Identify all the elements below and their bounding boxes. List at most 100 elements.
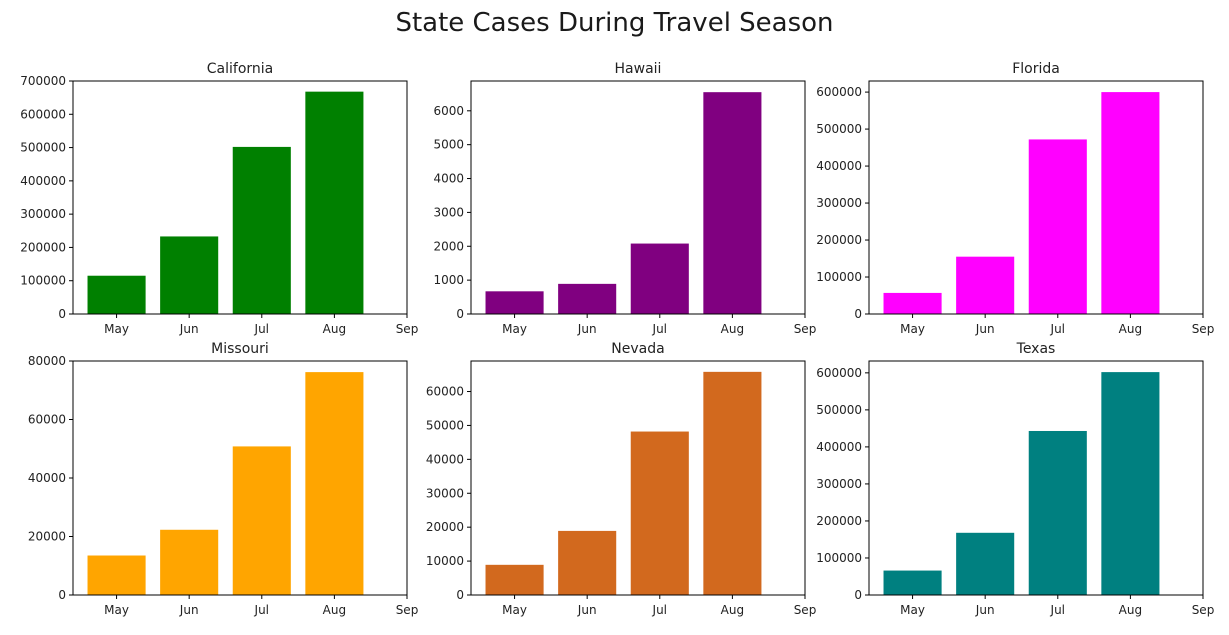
y-tick-label: 5000 [433, 138, 464, 152]
x-tick-label: Jul [1050, 603, 1065, 617]
x-tick-label: Jul [652, 603, 667, 617]
y-tick-label: 0 [854, 307, 862, 321]
y-tick-label: 300000 [816, 477, 862, 491]
y-tick-label: 600000 [20, 107, 66, 121]
x-tick-label: Aug [323, 322, 346, 336]
x-tick-label: Sep [794, 322, 817, 336]
bar-jun [160, 529, 219, 595]
y-tick-label: 400000 [816, 159, 862, 173]
y-tick-label: 0 [58, 307, 66, 321]
x-tick-label: Aug [1119, 322, 1142, 336]
y-tick-label: 60000 [426, 385, 464, 399]
y-tick-label: 1000 [433, 273, 464, 287]
y-tick-label: 600000 [816, 366, 862, 380]
y-tick-label: 20000 [28, 530, 66, 544]
y-tick-label: 80000 [28, 354, 66, 368]
y-tick-label: 6000 [433, 104, 464, 118]
bar-jul [232, 146, 291, 314]
y-tick-label: 4000 [433, 172, 464, 186]
subplot-california: California May Jun Jul Aug Sep 0 100000 200000 30… [20, 61, 418, 336]
x-tick-label: May [502, 322, 527, 336]
x-tick-label: Jul [652, 322, 667, 336]
x-tick-label: Jul [1050, 322, 1065, 336]
bar-may [883, 292, 942, 314]
x-tick-label: May [502, 603, 527, 617]
x-tick-label: Aug [1119, 603, 1142, 617]
bar-jun [160, 236, 219, 314]
y-tick-label: 300000 [20, 207, 66, 221]
x-tick-label: Jun [577, 322, 597, 336]
subplot-title: Texas [1016, 341, 1056, 357]
y-tick-label: 30000 [426, 486, 464, 500]
x-tick-label: May [900, 603, 925, 617]
bar-aug [1101, 372, 1160, 595]
bar-jul [630, 431, 689, 595]
y-tick-label: 0 [456, 588, 464, 602]
subplot-texas: Texas May Jun Jul Aug Sep 0 100000 200000 300000 4… [816, 341, 1214, 617]
y-tick-label: 500000 [816, 403, 862, 417]
bar-aug [703, 92, 762, 314]
y-tick-label: 400000 [20, 174, 66, 188]
x-tick-label: Aug [721, 603, 744, 617]
y-tick-label: 100000 [20, 274, 66, 288]
bar-jun [558, 283, 617, 314]
y-tick-label: 10000 [426, 554, 464, 568]
bar-jul [1028, 430, 1087, 595]
y-tick-label: 60000 [28, 413, 66, 427]
y-tick-label: 100000 [816, 270, 862, 284]
x-tick-label: Jun [975, 603, 995, 617]
bar-jul [232, 446, 291, 595]
y-tick-label: 700000 [20, 74, 66, 88]
x-tick-label: Jun [975, 322, 995, 336]
x-tick-label: Jun [577, 603, 597, 617]
bar-may [485, 564, 544, 595]
y-tick-label: 40000 [426, 452, 464, 466]
x-tick-label: Sep [396, 322, 419, 336]
subplot-hawaii: Hawaii May Jun Jul Aug Sep 0 1000 2000 3000 4000 50… [433, 61, 816, 336]
axes-frame [868, 360, 1204, 596]
y-tick-label: 0 [854, 588, 862, 602]
y-tick-label: 500000 [816, 122, 862, 136]
bar-aug [305, 372, 364, 595]
axes-frame [470, 80, 806, 315]
bar-aug [703, 371, 762, 595]
subplot-title: Hawaii [615, 61, 662, 77]
bar-may [87, 555, 146, 595]
y-tick-label: 0 [58, 588, 66, 602]
subplot-title: Missouri [211, 341, 269, 357]
figure-title: State Cases During Travel Season [395, 8, 834, 38]
y-tick-label: 0 [456, 307, 464, 321]
bar-may [87, 275, 146, 314]
x-tick-label: Jun [179, 322, 199, 336]
subplot-title: Florida [1012, 61, 1060, 77]
bar-jun [956, 256, 1015, 314]
axes-frame [72, 80, 408, 315]
y-tick-label: 200000 [816, 233, 862, 247]
y-tick-label: 200000 [20, 240, 66, 254]
x-tick-label: Sep [396, 603, 419, 617]
y-tick-label: 200000 [816, 514, 862, 528]
bar-jun [558, 530, 617, 595]
y-tick-label: 2000 [433, 239, 464, 253]
y-tick-label: 50000 [426, 418, 464, 432]
x-tick-label: Sep [794, 603, 817, 617]
x-tick-label: Aug [721, 322, 744, 336]
bar-aug [1101, 92, 1160, 314]
y-tick-label: 40000 [28, 471, 66, 485]
x-tick-label: Sep [1192, 603, 1215, 617]
x-tick-label: Jul [254, 322, 269, 336]
axes-frame [868, 80, 1204, 315]
subplot-title: Nevada [611, 341, 664, 357]
y-tick-label: 600000 [816, 85, 862, 99]
y-tick-label: 300000 [816, 196, 862, 210]
x-tick-label: May [900, 322, 925, 336]
bar-may [485, 291, 544, 314]
y-tick-label: 20000 [426, 520, 464, 534]
y-tick-label: 500000 [20, 141, 66, 155]
x-tick-label: May [104, 603, 129, 617]
bar-jul [630, 243, 689, 314]
x-tick-label: Jul [254, 603, 269, 617]
bar-jun [956, 532, 1015, 595]
